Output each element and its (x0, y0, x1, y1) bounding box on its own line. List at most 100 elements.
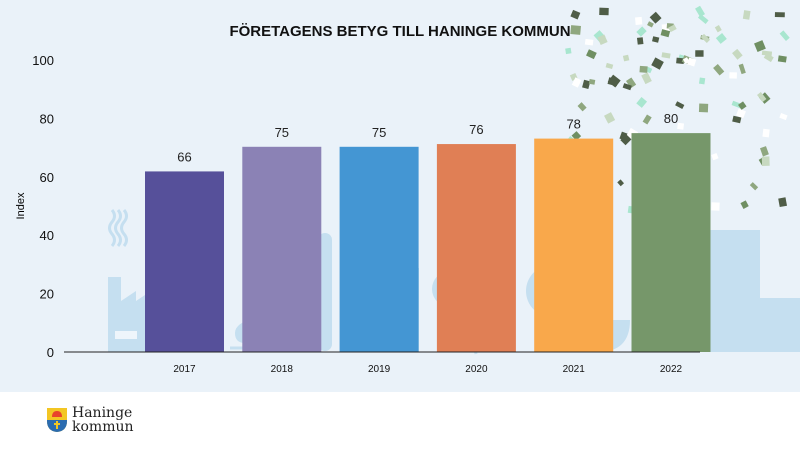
confetti-piece (652, 36, 660, 43)
chart-title: FÖRETAGENS BETYG TILL HANINGE KOMMUN (229, 23, 570, 40)
data-label: 78 (566, 117, 580, 132)
bar-2018 (242, 146, 322, 352)
bar-2021 (534, 138, 614, 352)
confetti-piece (774, 12, 785, 18)
bar-chart: FÖRETAGENS BETYG TILL HANINGE KOMMUN Ind… (15, 5, 800, 375)
data-label: 75 (275, 125, 289, 140)
bar-2022 (631, 133, 711, 352)
logo-line2: kommun (72, 419, 134, 435)
confetti-piece (604, 112, 616, 124)
confetti-piece (597, 34, 608, 45)
confetti-piece (622, 54, 630, 62)
confetti-piece (661, 52, 671, 59)
x-tick-label: 2017 (173, 364, 196, 375)
x-tick-label: 2018 (271, 364, 294, 375)
confetti-piece (639, 65, 648, 73)
confetti-decoration (565, 5, 790, 214)
confetti-piece (677, 122, 685, 130)
confetti-piece (607, 74, 621, 88)
y-tick-label: 80 (40, 111, 54, 126)
y-tick-label: 100 (32, 53, 54, 68)
y-tick-label: 60 (40, 170, 54, 185)
confetti-piece (742, 10, 751, 20)
confetti-piece (714, 25, 722, 33)
confetti-piece (761, 156, 770, 167)
confetti-piece (647, 21, 654, 28)
confetti-piece (570, 9, 581, 20)
confetti-piece (599, 7, 609, 16)
confetti-piece (584, 38, 594, 46)
confetti-piece (571, 131, 582, 141)
confetti-piece (565, 47, 572, 55)
confetti-piece (620, 134, 632, 146)
confetti-piece (577, 102, 587, 112)
confetti-piece (695, 50, 704, 57)
confetti-piece (660, 29, 671, 38)
x-tick-label: 2022 (660, 364, 683, 375)
confetti-piece (649, 11, 662, 24)
confetti-piece (711, 202, 720, 211)
confetti-piece (636, 97, 648, 108)
confetti-piece (588, 79, 596, 85)
confetti-piece (636, 26, 647, 37)
bar-2017 (145, 171, 224, 352)
haninge-logo: Haninge kommun (46, 406, 134, 434)
confetti-piece (617, 179, 625, 187)
confetti-piece (761, 50, 773, 56)
confetti-piece (738, 101, 747, 110)
confetti-piece (729, 72, 737, 79)
x-tick-label: 2021 (563, 364, 586, 375)
confetti-piece (713, 63, 725, 76)
confetti-piece (695, 5, 706, 18)
confetti-piece (779, 113, 788, 121)
y-tick-label: 40 (40, 228, 54, 243)
confetti-piece (641, 72, 652, 85)
coat-of-arms-icon (47, 408, 67, 432)
y-axis-label: Index (15, 192, 27, 219)
confetti-piece (625, 77, 637, 89)
confetti-piece (676, 57, 685, 64)
confetti-piece (651, 57, 664, 70)
confetti-piece (779, 30, 790, 42)
confetti-piece (635, 16, 643, 25)
confetti-piece (698, 103, 709, 113)
bar-2019 (339, 146, 419, 352)
confetti-piece (732, 48, 743, 60)
confetti-piece (700, 33, 711, 44)
confetti-piece (732, 115, 742, 124)
confetti-piece (757, 91, 767, 103)
confetti-piece (582, 79, 591, 90)
data-label: 76 (469, 122, 483, 137)
confetti-piece (622, 83, 632, 91)
confetti-piece (777, 55, 787, 63)
confetti-piece (749, 182, 759, 191)
confetti-piece (687, 57, 697, 67)
confetti-piece (736, 108, 746, 119)
confetti-piece (711, 152, 719, 161)
confetti-piece (740, 200, 749, 209)
confetti-piece (586, 49, 597, 60)
confetti-piece (698, 77, 706, 85)
y-tick-label: 20 (40, 287, 54, 302)
x-tick-label: 2019 (368, 364, 391, 375)
confetti-piece (762, 128, 770, 138)
confetti-piece (570, 25, 581, 35)
confetti-piece (738, 63, 746, 75)
confetti-piece (605, 62, 614, 70)
confetti-piece (636, 37, 644, 45)
data-label: 75 (372, 125, 386, 140)
bar-2020 (436, 144, 516, 352)
confetti-piece (754, 40, 766, 53)
logo-line1: Haninge (72, 405, 133, 421)
x-tick-label: 2020 (465, 364, 488, 375)
y-tick-label: 0 (47, 345, 54, 360)
data-label: 66 (177, 149, 191, 164)
confetti-piece (642, 114, 652, 125)
confetti-piece (778, 197, 788, 208)
confetti-piece (571, 77, 582, 88)
data-label: 80 (664, 111, 678, 126)
confetti-piece (715, 33, 727, 44)
confetti-piece (760, 146, 769, 157)
confetti-piece (675, 101, 685, 110)
confetti-piece (668, 24, 677, 33)
